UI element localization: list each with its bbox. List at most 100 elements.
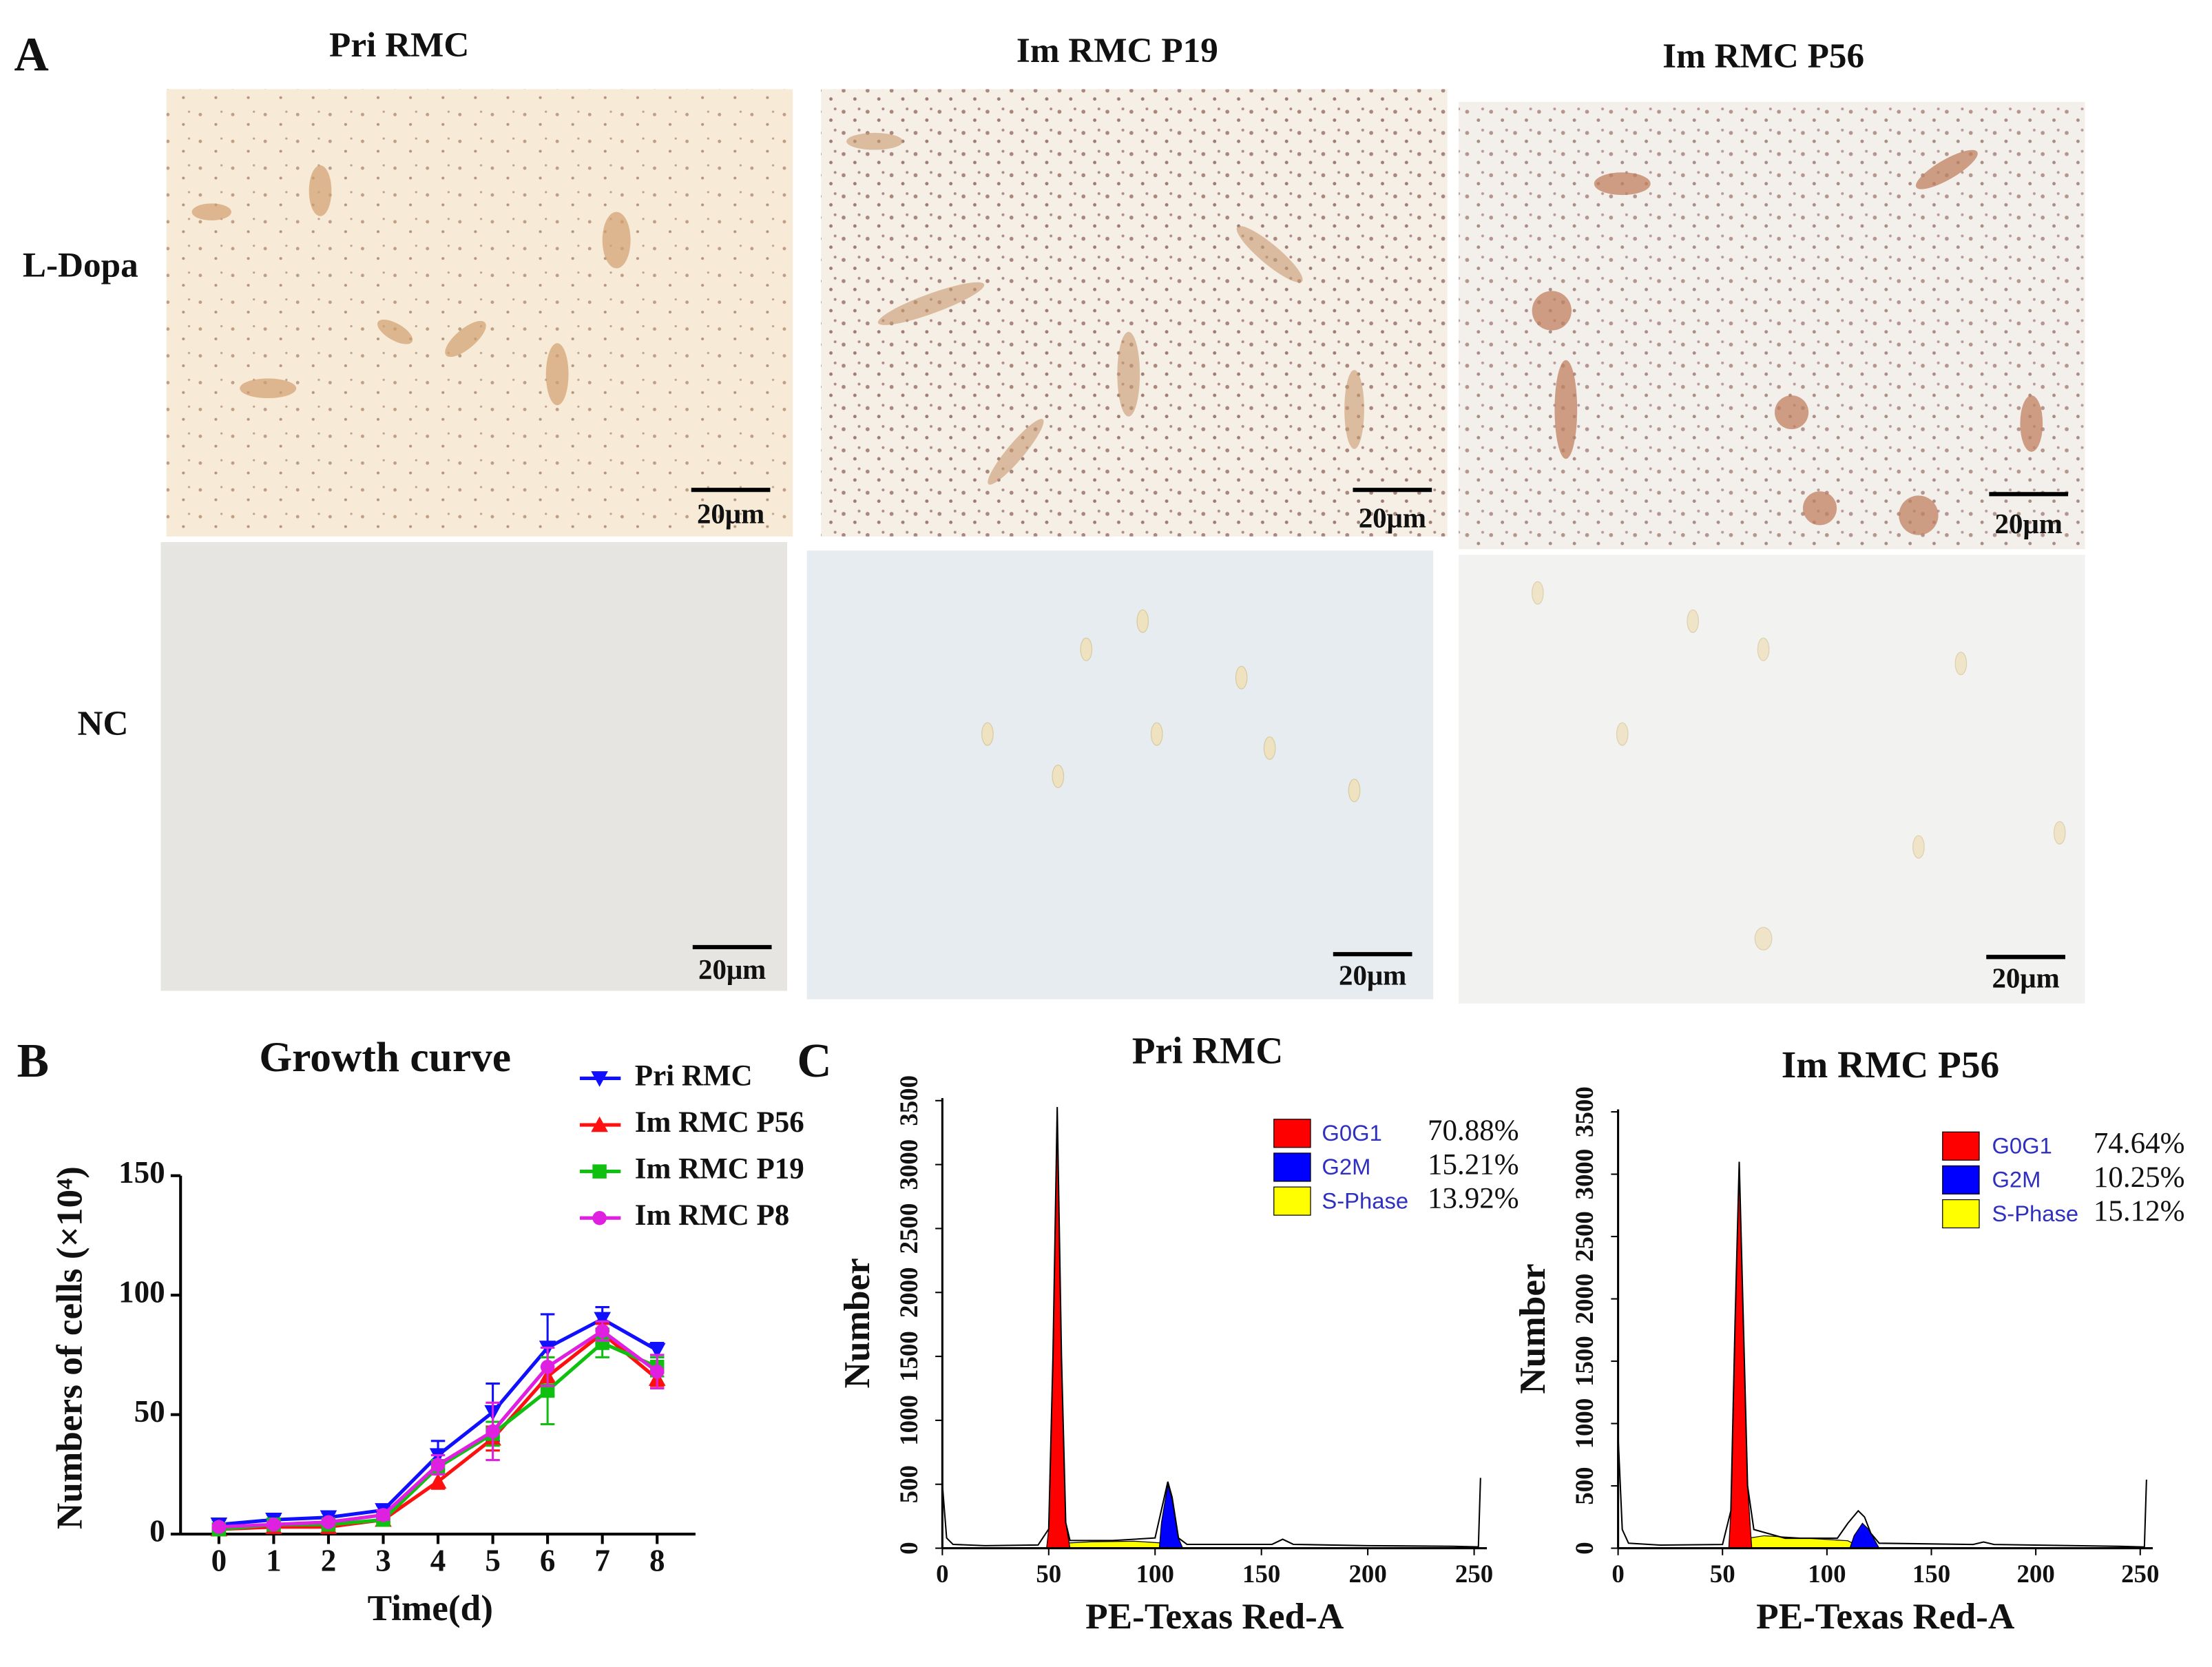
micrograph: [160, 541, 788, 991]
y-tick-label: 0: [1570, 1542, 1598, 1554]
y-tick-label: 0: [149, 1513, 165, 1548]
marker: [648, 1343, 666, 1359]
legend-swatch: [1942, 1199, 1980, 1229]
y-axis-title: Numbers of cells (×10⁴): [50, 1166, 90, 1529]
y-tick-label: 1500: [1570, 1336, 1598, 1387]
series-line: [218, 1329, 658, 1529]
marker: [321, 1515, 336, 1529]
legend-label: Im RMC P8: [635, 1199, 790, 1232]
legend-label: G2M: [1992, 1167, 2041, 1192]
marker: [267, 1517, 281, 1532]
x-tick-label: 2: [321, 1543, 337, 1577]
legend-share: 15.21%: [1428, 1148, 1519, 1181]
legend-share: 10.25%: [2094, 1161, 2185, 1194]
legend-label: G2M: [1322, 1154, 1370, 1179]
row-label: L-Dopa: [23, 245, 138, 284]
marker: [540, 1383, 555, 1398]
legend-label: Im RMC P19: [635, 1152, 804, 1185]
chart-title: Growth curve: [259, 1034, 511, 1081]
x-tick-label: 5: [485, 1543, 501, 1577]
legend-label: S-Phase: [1992, 1201, 2078, 1226]
series-line: [218, 1331, 658, 1531]
legend-marker: [592, 1164, 607, 1179]
scale-bar-lines: [691, 488, 2069, 960]
y-tick-label: 2500: [895, 1203, 923, 1254]
panel-label: B: [17, 1035, 49, 1088]
y-tick-label: 100: [118, 1275, 165, 1309]
legend-share: 15.12%: [2094, 1195, 2185, 1228]
panel-label: C: [797, 1035, 831, 1088]
x-tick-label: 4: [430, 1543, 446, 1577]
cells: [981, 609, 1361, 803]
legend-label: Im RMC P56: [635, 1106, 804, 1139]
column-title: Pri RMC: [329, 25, 469, 65]
legend-label: G0G1: [1992, 1132, 2052, 1158]
y-tick-label: 1000: [895, 1395, 923, 1446]
x-tick-label: 6: [540, 1543, 556, 1577]
legend-share: 70.88%: [1428, 1115, 1519, 1147]
legend-swatch: [1942, 1131, 1980, 1161]
x-axis-title: Time(d): [368, 1588, 493, 1628]
y-tick-label: 3500: [1570, 1086, 1598, 1137]
x-tick-label: 0: [936, 1560, 948, 1588]
x-tick-label: 200: [1348, 1560, 1386, 1588]
scale-bar-label: 20μm: [1359, 502, 1426, 534]
cells: [1532, 581, 2066, 951]
x-tick-label: 50: [1036, 1560, 1061, 1588]
legend-swatch: [1273, 1186, 1311, 1216]
legend-share: 74.64%: [2094, 1128, 2185, 1160]
x-tick-label: 150: [1242, 1560, 1280, 1588]
scale-bar-label: 20μm: [1995, 508, 2063, 539]
column-title: Im RMC P56: [1662, 37, 1864, 76]
x-tick-label: 200: [2016, 1560, 2054, 1588]
legend-label: Pri RMC: [635, 1059, 753, 1092]
micrograph: [806, 550, 1434, 1000]
marker: [595, 1323, 609, 1338]
legend-swatch: [1942, 1165, 1980, 1194]
y-tick-label: 3000: [1570, 1149, 1598, 1200]
marker: [540, 1360, 555, 1374]
y-tick-label: 1000: [1570, 1398, 1598, 1449]
x-tick-label: 50: [1710, 1560, 1735, 1588]
legend-marker: [591, 1116, 608, 1132]
marker: [594, 1312, 611, 1328]
x-tick-label: 1: [266, 1543, 282, 1577]
y-tick-label: 500: [1570, 1467, 1598, 1504]
panel-label: A: [14, 28, 48, 81]
y-tick-label: 500: [895, 1465, 923, 1503]
x-tick-label: 0: [1611, 1560, 1624, 1588]
chart-title: Im RMC P56: [1782, 1044, 1999, 1086]
x-tick-label: 100: [1136, 1560, 1174, 1588]
marker: [376, 1508, 390, 1522]
y-tick-label: 1500: [895, 1331, 923, 1382]
x-axis-title: PE-Texas Red-A: [1085, 1596, 1344, 1637]
scale-bar-label: 20μm: [698, 953, 766, 985]
y-tick-label: 2500: [1570, 1211, 1598, 1262]
x-axis-title: PE-Texas Red-A: [1756, 1596, 2015, 1637]
scale-bar-label: 20μm: [1992, 962, 2059, 993]
legend-marker: [591, 1071, 608, 1087]
legend-share: 13.92%: [1428, 1183, 1519, 1215]
legend-marker: [592, 1210, 607, 1225]
micrograph-texture: [166, 89, 793, 537]
y-tick-label: 0: [895, 1542, 923, 1554]
marker: [430, 1458, 446, 1472]
y-tick-label: 2000: [1570, 1274, 1598, 1325]
legend-label: G0G1: [1322, 1120, 1381, 1146]
x-tick-label: 7: [594, 1543, 610, 1577]
x-tick-label: 100: [1808, 1560, 1846, 1588]
marker: [429, 1473, 447, 1489]
scale-bar-label: 20μm: [1339, 959, 1406, 991]
histogram-outline: [1617, 1161, 2147, 1548]
row-label: NC: [78, 704, 129, 743]
series-line: [218, 1316, 658, 1526]
legend-swatch: [1273, 1152, 1311, 1182]
y-tick-label: 2000: [895, 1267, 923, 1318]
x-tick-label: 250: [2121, 1560, 2159, 1588]
y-axis-title: Number: [1512, 1263, 1553, 1394]
x-tick-label: 0: [211, 1543, 227, 1577]
marker: [595, 1336, 609, 1350]
x-tick-label: 250: [1455, 1560, 1493, 1588]
